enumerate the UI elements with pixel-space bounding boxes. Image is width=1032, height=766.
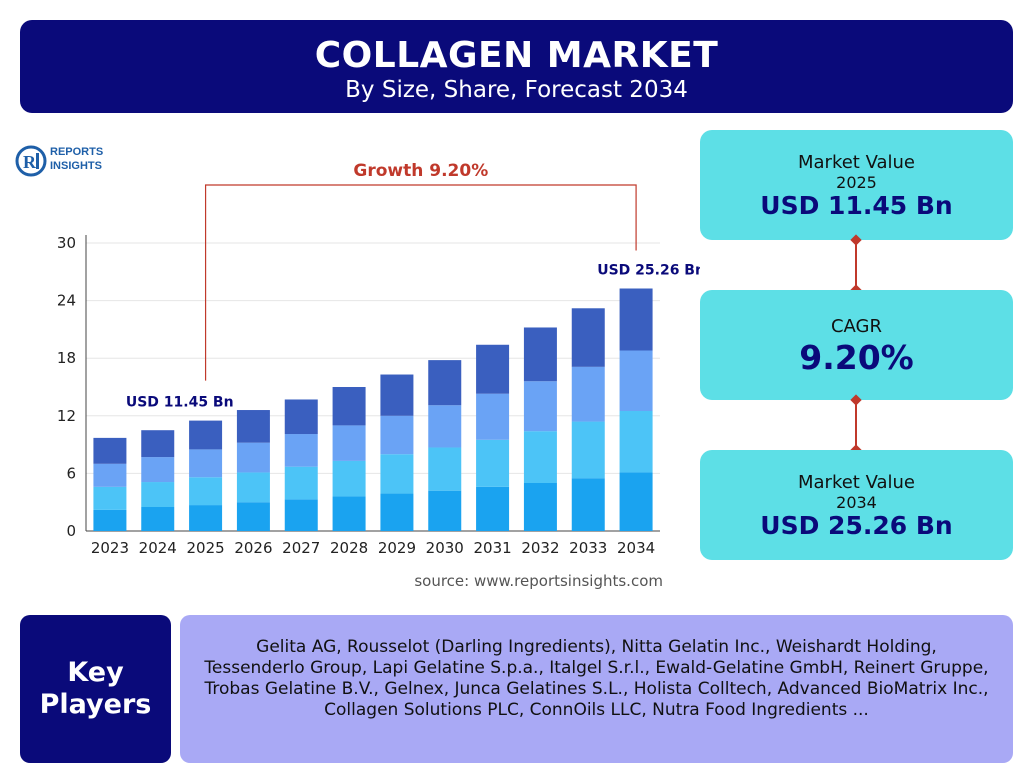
x-tick-label: 2030 [426,539,464,557]
key-players-list: Gelita AG, Rousselot (Darling Ingredient… [180,615,1013,763]
bar-segment [236,502,270,531]
bar-segment [141,430,175,458]
bar-segment [93,463,127,487]
y-tick-label: 18 [57,349,76,367]
bar-segment [332,387,366,426]
bar-segment [523,431,557,483]
bar-segment [523,483,557,531]
logo-mark-icon: R [15,145,47,177]
bar-segment [523,327,557,382]
y-tick-label: 0 [66,522,76,540]
card-connector [855,240,857,290]
card-year: 2025 [836,173,877,192]
growth-label: Growth 9.20% [353,161,488,181]
card-value: 9.20% [799,338,914,377]
x-tick-label: 2028 [330,539,368,557]
x-tick-label: 2023 [91,539,129,557]
page-subtitle: By Size, Share, Forecast 2034 [345,77,688,103]
card-value: USD 25.26 Bn [760,511,953,540]
bar-segment [236,442,270,473]
growth-bracket [204,184,637,381]
bar-segment [141,482,175,507]
bar-segment [189,449,223,478]
bar-segment [189,477,223,506]
card-label: Market Value [797,472,916,493]
y-tick-label: 24 [57,292,76,310]
key-players-heading: Key Players [20,615,171,763]
bar-segment [284,466,318,500]
bar-segment [332,496,366,531]
stacked-bar-chart: 0 6 12 18 24 30 2023 2024 2025 2026 2027 2028 2029 20… [57,161,700,590]
bar-segment [619,350,653,411]
reports-insights-logo: R REPORTS INSIGHTS [14,144,124,180]
bar-segment [141,507,175,531]
bar-segment [189,505,223,531]
x-tick-label: 2031 [473,539,511,557]
bar-segment [93,509,127,531]
key-players-heading-line2: Players [39,689,152,720]
bar-segment [571,478,605,531]
bar-segment [380,493,414,531]
header-banner: COLLAGEN MARKET By Size, Share, Forecast… [20,20,1013,113]
logo-text-reports: REPORTS [50,146,104,158]
x-tick-label: 2027 [282,539,320,557]
bar-segment [571,366,605,422]
card-label: CAGR [830,316,883,337]
bar-segment [332,460,366,497]
bar-segment [141,457,175,483]
bar-segment [380,415,414,455]
x-tick-label: 2025 [186,539,224,557]
y-tick-label: 6 [66,464,76,482]
bar-segment [332,425,366,461]
bar-segment [284,434,318,467]
bar-segment [476,439,510,487]
bar-segment [380,374,414,416]
bar-segment [428,405,462,448]
bar-segment [428,447,462,491]
svg-text:R: R [23,152,37,172]
cagr-card: CAGR 9.20% [700,290,1013,400]
y-tick-label: 30 [57,234,76,252]
bar-segment [93,437,127,464]
x-tick-label: 2034 [617,539,655,557]
bar-segment [284,499,318,531]
bar-segment [93,486,127,510]
bar-segment [476,486,510,531]
bar-segment [284,399,318,435]
bar-segment [619,288,653,351]
bar-segment [619,472,653,531]
end-value-label: USD 25.26 Bn [597,263,700,279]
market-value-2034-card: Market Value 2034 USD 25.26 Bn [700,450,1013,560]
start-value-label: USD 11.45 Bn [126,395,234,411]
card-value: USD 11.45 Bn [760,191,953,220]
card-year: 2034 [836,493,877,512]
bar-segment [428,360,462,406]
x-tick-label: 2026 [234,539,272,557]
bar-segment [476,344,510,394]
key-players-heading-line1: Key [67,657,124,688]
bar-segment [571,308,605,367]
source-note: source: www.reportsinsights.com [414,572,663,590]
y-tick-label: 12 [57,407,76,425]
bar-segment [189,420,223,450]
page-title: COLLAGEN MARKET [314,35,719,76]
logo-text-insights: INSIGHTS [50,160,102,172]
bar-segment [236,410,270,443]
bar-segment [571,421,605,479]
bar-segment [619,411,653,473]
x-tick-label: 2024 [139,539,177,557]
card-label: Market Value [797,152,916,173]
bar-segment [380,454,414,494]
bar-segment [523,381,557,432]
bar-segment [236,472,270,503]
bar-segment [428,490,462,531]
x-tick-label: 2029 [378,539,416,557]
card-connector [855,400,857,450]
x-tick-label: 2032 [521,539,559,557]
market-value-2025-card: Market Value 2025 USD 11.45 Bn [700,130,1013,240]
bar-segment [476,393,510,440]
x-tick-label: 2033 [569,539,607,557]
